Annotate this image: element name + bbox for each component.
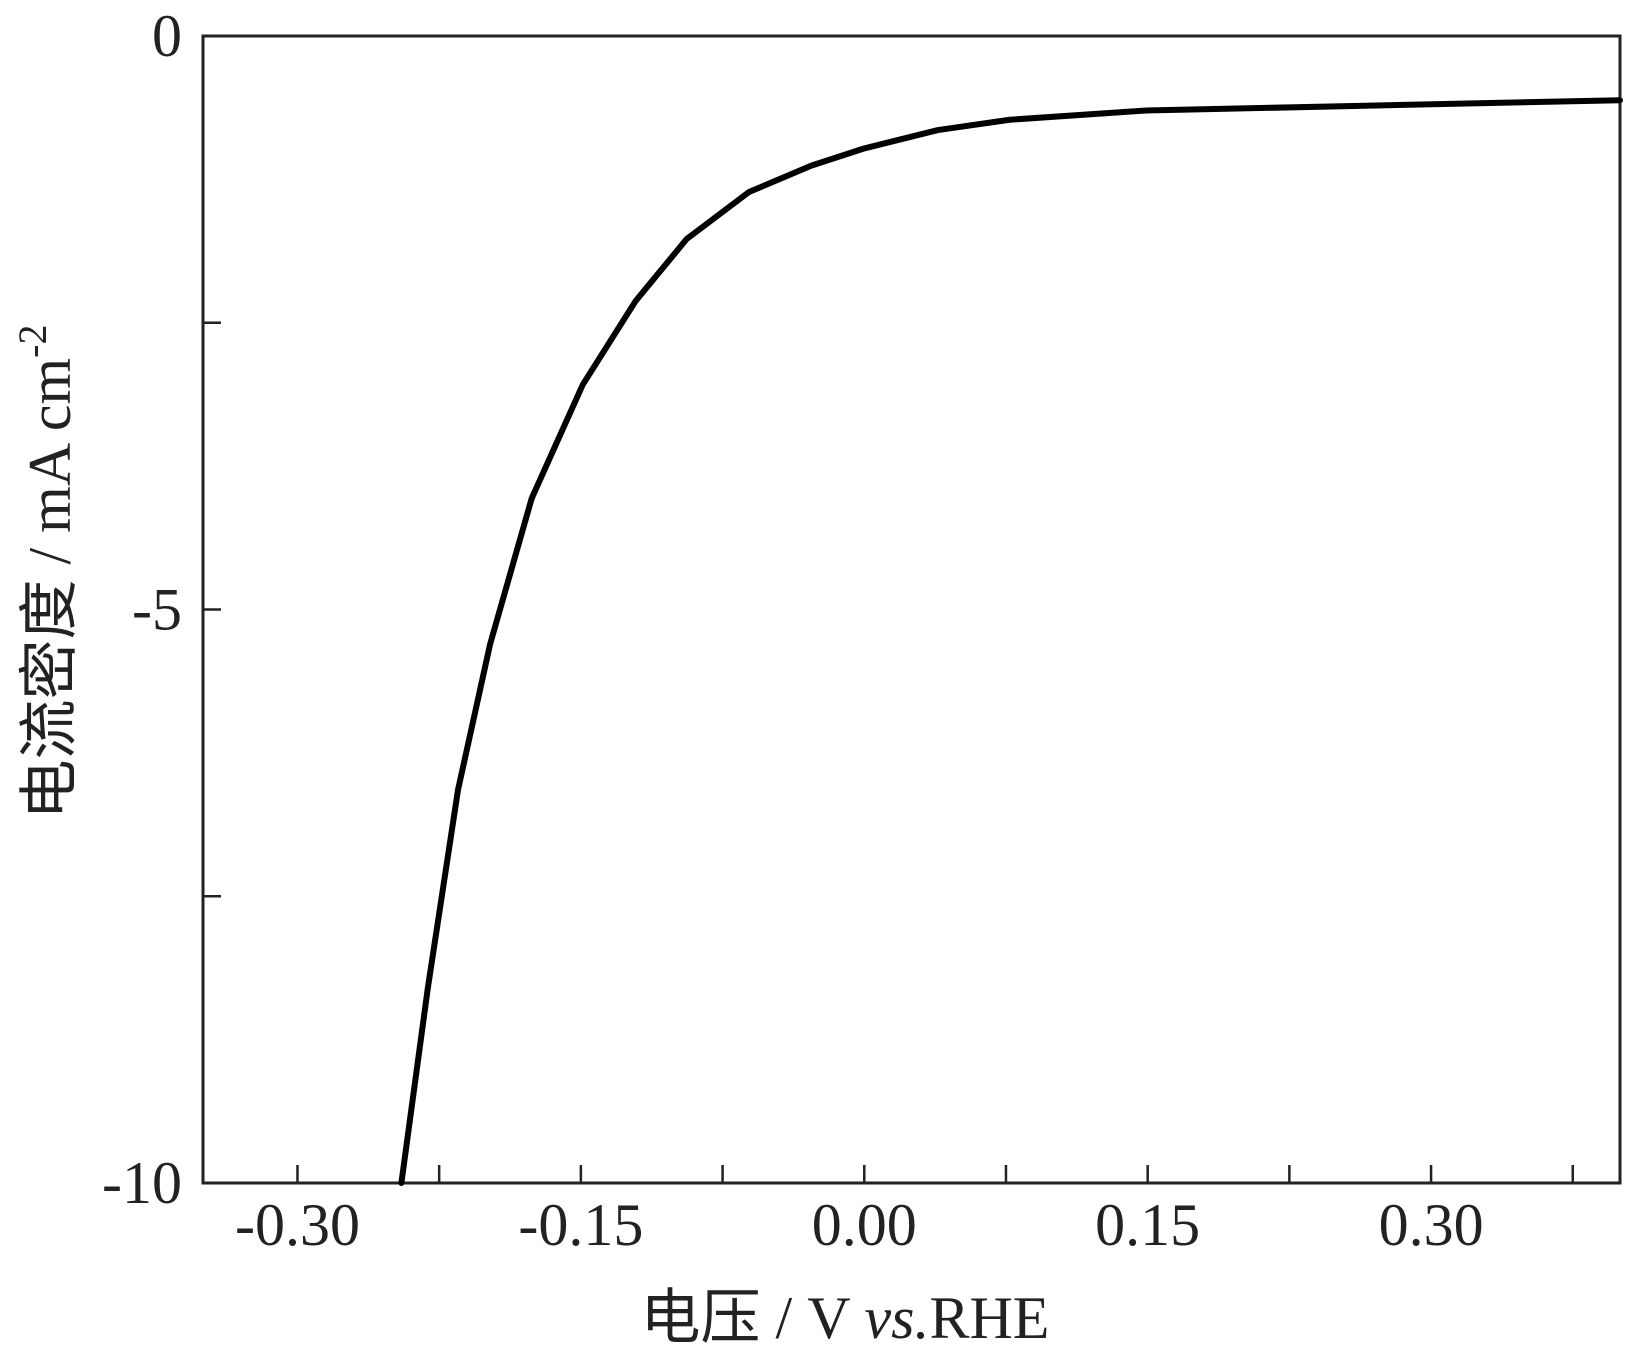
y-label-part: -2 xyxy=(10,325,55,358)
plot-frame xyxy=(201,34,1622,1185)
y-tick-label: -10 xyxy=(102,1150,182,1216)
x-tick-label: 0.30 xyxy=(1379,1192,1484,1258)
x-label-part: vs. xyxy=(864,1285,929,1351)
x-tick-label: -0.30 xyxy=(235,1192,360,1258)
y-axis-label: 电流密度 / mA cm-2 xyxy=(10,325,83,820)
x-tick-label: -0.15 xyxy=(518,1192,643,1258)
x-tick-label: 0.15 xyxy=(1095,1192,1200,1258)
y-label-part: 电流密度 / mA cm xyxy=(17,358,83,820)
x-label-part: RHE xyxy=(929,1285,1049,1351)
x-axis-label: 电压 / V vs.RHE xyxy=(641,1285,1050,1351)
y-tick-label: -5 xyxy=(132,577,182,643)
data-line xyxy=(398,97,1623,1186)
y-tick-label: 0 xyxy=(152,3,182,69)
x-label-part: 电压 / V xyxy=(641,1285,865,1351)
x-tick-label: 0.00 xyxy=(812,1192,917,1258)
